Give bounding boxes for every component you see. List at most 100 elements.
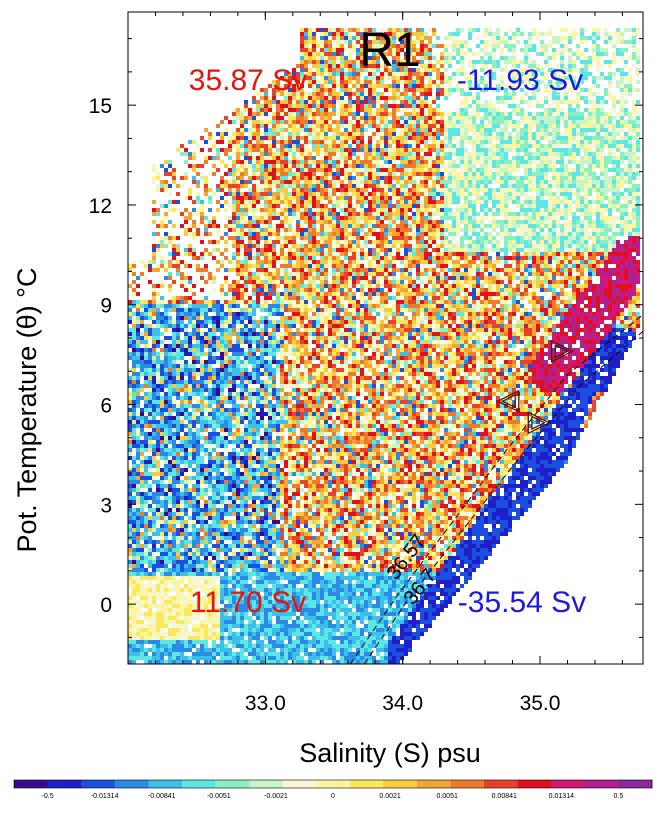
heatmap-cell <box>232 208 236 212</box>
heatmap-cell <box>324 160 328 164</box>
heatmap-cell <box>304 108 308 112</box>
heatmap-cell <box>232 112 236 116</box>
heatmap-cell <box>300 64 304 68</box>
heatmap-cell <box>460 148 464 152</box>
heatmap-cell <box>544 164 548 168</box>
heatmap-cell <box>404 224 408 228</box>
heatmap-cell <box>276 228 280 232</box>
heatmap-cell <box>272 240 276 244</box>
heatmap-cell <box>216 156 220 160</box>
heatmap-cell <box>204 224 208 228</box>
heatmap-cell <box>332 136 336 140</box>
heatmap-cell <box>240 168 244 172</box>
heatmap-cell <box>516 152 520 156</box>
heatmap-cell <box>476 192 480 196</box>
heatmap-cell <box>504 204 508 208</box>
heatmap-cell <box>152 176 156 180</box>
heatmap-cell <box>552 160 556 164</box>
heatmap-cell <box>240 208 244 212</box>
heatmap-cell <box>312 216 316 220</box>
heatmap-cell <box>536 136 540 140</box>
heatmap-cell <box>252 212 256 216</box>
heatmap-cell <box>632 132 636 136</box>
heatmap-cell <box>516 148 520 152</box>
heatmap-cell <box>576 184 580 188</box>
heatmap-cell <box>260 120 264 124</box>
heatmap-cell <box>408 112 412 116</box>
heatmap-cell <box>328 256 332 260</box>
heatmap-cell <box>544 116 548 120</box>
heatmap-cell <box>304 132 308 136</box>
heatmap-cell <box>456 252 460 256</box>
heatmap-cell <box>560 120 564 124</box>
heatmap-cell <box>156 240 160 244</box>
heatmap-cell <box>428 44 432 48</box>
heatmap-cell <box>472 232 476 236</box>
heatmap-cell <box>368 108 372 112</box>
heatmap-cell <box>436 236 440 240</box>
heatmap-cell <box>544 64 548 68</box>
heatmap-cell <box>584 156 588 160</box>
heatmap-cell <box>300 28 304 32</box>
heatmap-cell <box>420 52 424 56</box>
heatmap-cell <box>320 100 324 104</box>
heatmap-cell <box>248 148 252 152</box>
heatmap-cell <box>224 152 228 156</box>
heatmap-cell <box>336 236 340 240</box>
heatmap-cell <box>520 220 524 224</box>
heatmap-cell <box>416 200 420 204</box>
heatmap-cell <box>436 208 440 212</box>
heatmap-cell <box>288 248 292 252</box>
heatmap-cell <box>436 136 440 140</box>
heatmap-cell <box>608 64 612 68</box>
heatmap-cell <box>312 28 316 32</box>
heatmap-cell <box>268 132 272 136</box>
heatmap-cell <box>308 200 312 204</box>
heatmap-cell <box>268 168 272 172</box>
heatmap-cell <box>268 120 272 124</box>
heatmap-cell <box>476 252 480 256</box>
heatmap-cell <box>508 104 512 108</box>
heatmap-cell <box>464 148 468 152</box>
heatmap-cell <box>416 152 420 156</box>
heatmap-cell <box>256 112 260 116</box>
heatmap-cell <box>632 136 636 140</box>
heatmap-cell <box>324 60 328 64</box>
heatmap-cell <box>440 124 444 128</box>
heatmap-cell <box>380 220 384 224</box>
heatmap-cell <box>236 240 240 244</box>
heatmap-cell <box>340 144 344 148</box>
heatmap-cell <box>492 68 496 72</box>
heatmap-cell <box>432 220 436 224</box>
heatmap-cell <box>368 168 372 172</box>
heatmap-cell <box>548 32 552 36</box>
heatmap-cell <box>540 192 544 196</box>
heatmap-cell <box>448 52 452 56</box>
heatmap-cell <box>580 72 584 76</box>
heatmap-cell <box>412 252 416 256</box>
heatmap-cell <box>308 40 312 44</box>
heatmap-cell <box>580 196 584 200</box>
heatmap-cell <box>500 48 504 52</box>
heatmap-cell <box>476 168 480 172</box>
heatmap-cell <box>388 196 392 200</box>
heatmap-cell <box>288 116 292 120</box>
heatmap-cell <box>344 216 348 220</box>
heatmap-cell <box>484 136 488 140</box>
heatmap-cell <box>448 80 452 84</box>
heatmap-cell <box>420 112 424 116</box>
heatmap-cell <box>472 240 476 244</box>
heatmap-cell <box>304 148 308 152</box>
heatmap-cell <box>508 168 512 172</box>
heatmap-cell <box>340 148 344 152</box>
heatmap-cell <box>292 236 296 240</box>
heatmap-cell <box>240 176 244 180</box>
heatmap-cell <box>460 132 464 136</box>
heatmap-cell <box>544 184 548 188</box>
heatmap-cell <box>528 88 532 92</box>
heatmap-cell <box>540 116 544 120</box>
heatmap-cell <box>468 248 472 252</box>
heatmap-cell <box>336 52 340 56</box>
heatmap-cell <box>576 240 580 244</box>
heatmap-cell <box>312 92 316 96</box>
